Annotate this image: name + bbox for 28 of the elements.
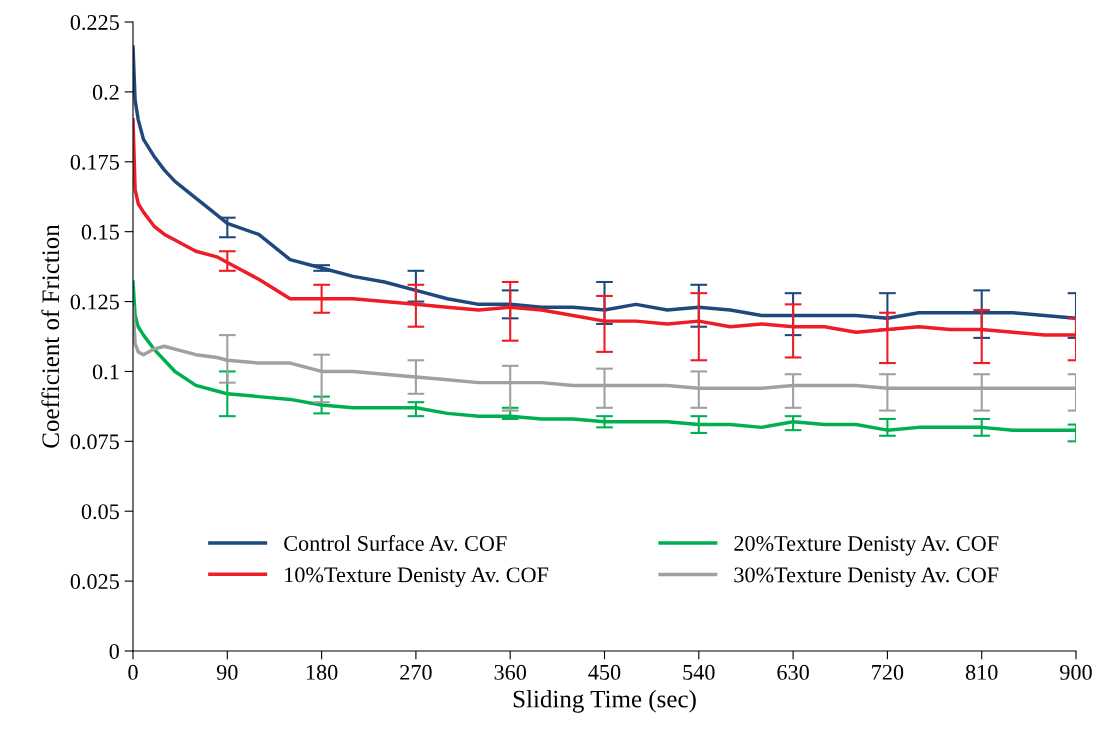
y-tick-label: 0.125: [70, 294, 119, 310]
y-tick-label: 0.2: [92, 84, 119, 100]
x-tick-label: 90: [216, 664, 238, 680]
y-tick-label: 0.05: [81, 504, 119, 520]
x-tick-label: 450: [588, 664, 621, 680]
x-tick-label: 720: [872, 664, 904, 680]
legend-label: 30%Texture Denisty Av. COF: [734, 567, 999, 587]
x-tick-label: 180: [306, 664, 338, 680]
x-axis-title: Sliding Time (sec): [513, 689, 696, 713]
x-tick-label: 810: [965, 664, 998, 680]
x-tick-label: 0: [128, 664, 138, 680]
y-tick-label: 0.1: [92, 364, 119, 380]
line-series: [133, 45, 1076, 321]
x-tick-label: 630: [777, 664, 809, 680]
x-tick-label: 270: [400, 664, 432, 680]
x-tick-label: 900: [1060, 664, 1092, 680]
y-tick-label: 0.025: [70, 574, 119, 590]
y-tick-label: 0.15: [81, 224, 119, 240]
y-axis-title: Coefficient of Friction: [41, 224, 60, 448]
y-tick-label: 0.075: [70, 434, 119, 450]
legend-label: 20%Texture Denisty Av. COF: [734, 535, 999, 556]
legend-label: Control Surface Av. COF: [284, 535, 507, 552]
x-tick-label: 540: [683, 664, 715, 680]
y-tick-label: 0.175: [70, 154, 119, 170]
y-tick-label: 0.225: [70, 14, 119, 31]
legend-label: 10%Texture Denisty Av. COF: [285, 567, 549, 587]
y-tick-label: 0: [109, 643, 119, 659]
x-tick-label: 360: [494, 664, 527, 680]
